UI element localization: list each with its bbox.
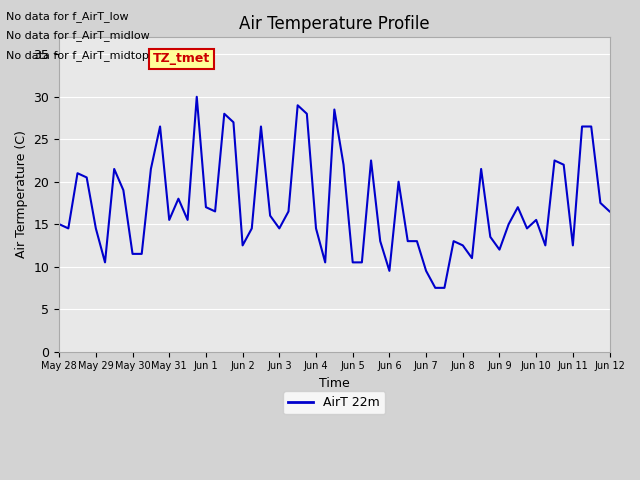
Title: Air Temperature Profile: Air Temperature Profile <box>239 15 429 33</box>
Y-axis label: Air Termperature (C): Air Termperature (C) <box>15 131 28 258</box>
Text: No data for f_AirT_midtop: No data for f_AirT_midtop <box>6 49 149 60</box>
Text: No data for f_AirT_low: No data for f_AirT_low <box>6 11 129 22</box>
Legend: AirT 22m: AirT 22m <box>284 391 385 414</box>
Text: No data for f_AirT_midlow: No data for f_AirT_midlow <box>6 30 150 41</box>
Text: TZ_tmet: TZ_tmet <box>153 52 210 65</box>
X-axis label: Time: Time <box>319 377 349 390</box>
